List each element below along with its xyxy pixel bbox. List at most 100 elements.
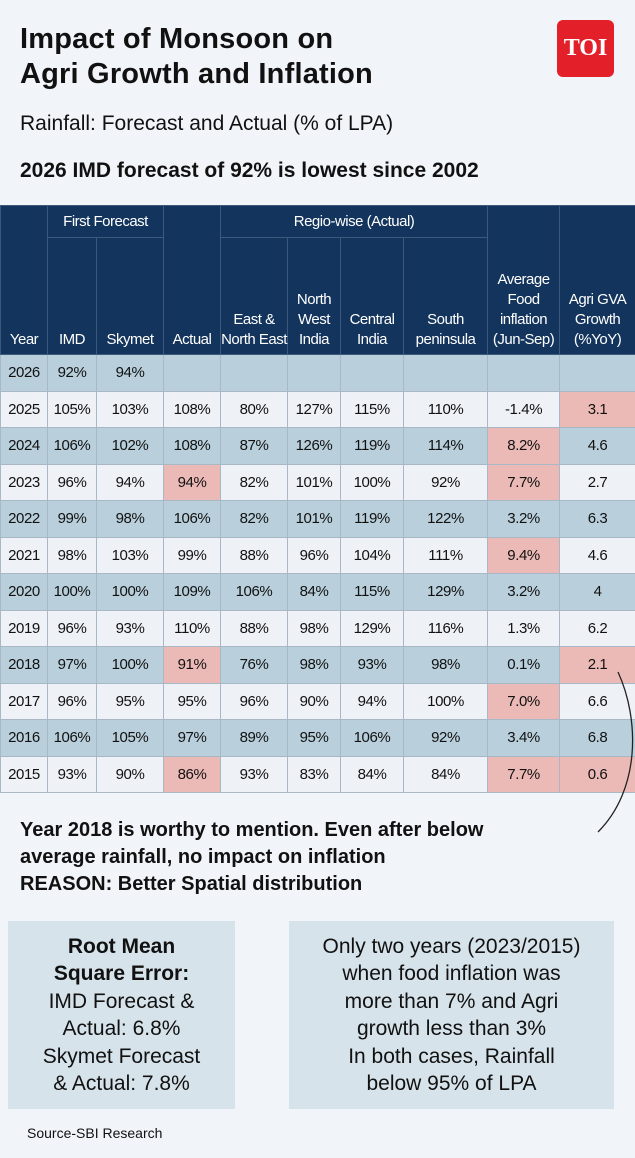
value-cell: 7.0% [487,682,561,720]
value-cell: 115% [340,390,404,428]
value-cell: 101% [287,463,341,501]
rainfall-table: Year First Forecast Actual Regio-wise (A… [0,205,635,793]
value-cell: 8.2% [487,427,561,465]
value-cell: 100% [340,463,404,501]
value-cell: 106% [47,427,97,465]
value-cell: 106% [220,573,288,611]
value-cell: 109% [163,573,221,611]
value-cell: 1.3% [487,609,561,647]
rmse-box: Root Mean Square Error: IMD Forecast & A… [8,921,235,1109]
insight-line: when food inflation was [342,962,561,985]
value-cell: 98% [402,646,489,684]
year-cell: 2015 [0,755,48,793]
table-row: 2025 105% 103% 108% 80% 127% 115% 110% -1.4% 3.1 [0,390,635,428]
header-year: Year [0,205,48,355]
value-cell: 6.8 [559,719,635,757]
table-row: 2019 96% 93% 110% 88% 98% 129% 116% 1.3% 6.2 [0,609,635,647]
insight-line: growth less than 3% [356,1017,547,1040]
rmse-heading: Root Mean [67,934,176,958]
value-cell: 126% [287,427,341,465]
rmse-line: & Actual: 7.8% [53,1072,190,1095]
header-central-india: Central India [340,237,404,355]
value-cell: 99% [47,500,97,538]
value-cell: 94% [96,463,164,501]
value-cell [340,354,404,392]
value-cell: 84% [402,755,489,793]
title-line: Agri Growth and Inflation [20,58,373,90]
rmse-line: Skymet Forecast [42,1044,201,1068]
header-north-west-india: North West India [287,237,341,355]
value-cell: 94% [163,463,221,501]
note: Year 2018 is worthy to mention. Even aft… [20,817,483,898]
value-cell: 110% [402,390,489,428]
headline: 2026 IMD forecast of 92% is lowest since… [20,159,479,182]
value-cell: 94% [340,682,404,720]
table-row: 2024 106% 102% 108% 87% 126% 119% 114% 8.2% 4.6 [0,427,635,465]
value-cell: 92% [402,463,489,501]
value-cell: 6.2 [559,609,635,647]
insight-line: below 95% of LPA [366,1072,537,1095]
header-east-north-east: East & North East [220,237,288,355]
value-cell: 83% [287,755,341,793]
value-cell: 96% [47,682,97,720]
value-cell: 100% [96,646,164,684]
year-cell: 2022 [0,500,48,538]
table-row: 2021 98% 103% 99% 88% 96% 104% 111% 9.4% 4.6 [0,536,635,574]
value-cell: 98% [287,646,341,684]
header-regio-wise: Regio-wise (Actual) [219,205,489,238]
value-cell: 3.2% [487,500,561,538]
value-cell: 100% [402,682,489,720]
value-cell: 0.6 [559,755,635,793]
value-cell: 93% [220,755,288,793]
header-skymet: Skymet [96,237,164,355]
value-cell: 80% [220,390,288,428]
rmse-heading: Square Error: [53,962,190,985]
value-cell: 76% [220,646,288,684]
header-south-peninsula: South peninsula [402,237,489,355]
header-actual: Actual [163,205,221,355]
value-cell: 93% [47,755,97,793]
value-cell: 105% [47,390,97,428]
value-cell: 108% [163,427,221,465]
table-body: 2026 92% 94% 2025 105% 103% 108% 80% 127% 115% 110… [0,354,635,793]
value-cell: 96% [47,463,97,501]
value-cell: 6.3 [559,500,635,538]
value-cell: 7.7% [487,755,561,793]
value-cell: 129% [402,573,489,611]
value-cell: 86% [163,755,221,793]
header-first-forecast: First Forecast [47,205,164,238]
value-cell: 9.4% [487,536,561,574]
value-cell [402,354,489,392]
insight-line: In both cases, Rainfall [348,1044,555,1068]
value-cell: 100% [47,573,97,611]
year-cell: 2018 [0,646,48,684]
value-cell: 4.6 [559,427,635,465]
table-row: 2017 96% 95% 95% 96% 90% 94% 100% 7.0% 6.6 [0,682,635,720]
year-cell: 2023 [0,463,48,501]
value-cell: 7.7% [487,463,561,501]
header-agri-gva: Agri GVA Growth (%YoY) [559,205,635,355]
value-cell: 108% [163,390,221,428]
title-line: Impact of Monsoon on [20,23,334,55]
value-cell: 89% [220,719,288,757]
value-cell: 87% [220,427,288,465]
value-cell: 119% [340,427,404,465]
table-row: 2015 93% 90% 86% 93% 83% 84% 84% 7.7% 0.6 [0,755,635,793]
value-cell: 96% [287,536,341,574]
insight-line: more than 7% and Agri [344,989,559,1013]
header-imd: IMD [47,237,97,355]
value-cell [287,354,341,392]
header-food-inflation: Average Food inflation (Jun-Sep) [487,205,561,355]
value-cell: 90% [287,682,341,720]
table-row: 2023 96% 94% 94% 82% 101% 100% 92% 7.7% 2.7 [0,463,635,501]
year-cell: 2020 [0,573,48,611]
subtitle: Rainfall: Forecast and Actual (% of LPA) [20,112,394,135]
value-cell: 115% [340,573,404,611]
value-cell: 127% [287,390,341,428]
value-cell: 82% [220,500,288,538]
value-cell: 88% [220,536,288,574]
value-cell: 106% [47,719,97,757]
value-cell: 90% [96,755,164,793]
